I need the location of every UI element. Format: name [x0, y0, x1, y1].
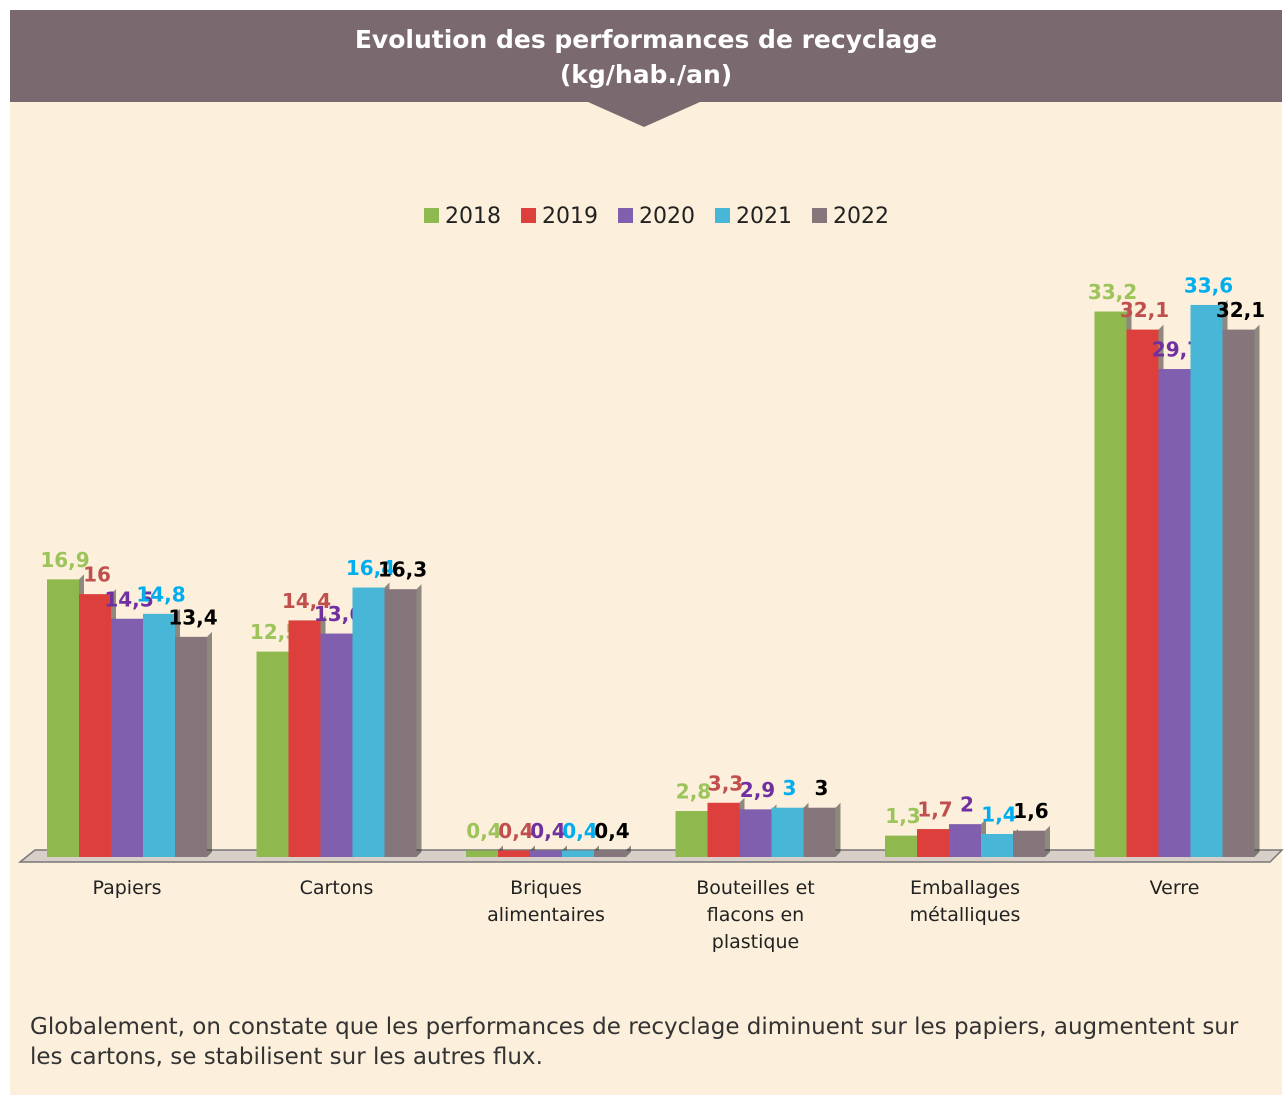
legend-label: 2021 [736, 204, 792, 229]
bar [288, 620, 321, 857]
bar [175, 636, 207, 857]
value-label: 2,8 [676, 779, 711, 803]
bar [1126, 329, 1159, 857]
legend-swatch [715, 208, 730, 223]
value-label: 3 [815, 776, 829, 800]
bar [885, 835, 917, 857]
bar [530, 850, 562, 857]
bar [1013, 830, 1045, 857]
value-label: 16 [83, 563, 111, 587]
bar [707, 802, 740, 857]
background [10, 10, 1282, 1095]
bar [498, 850, 530, 857]
value-label: 1,6 [1013, 799, 1048, 823]
bar-side [1045, 825, 1050, 857]
x-tick-label: Verre [1149, 877, 1200, 899]
legend-swatch [812, 208, 827, 223]
value-label: 13,4 [168, 605, 217, 629]
bar [1094, 311, 1127, 857]
bar [79, 594, 111, 857]
bar [384, 589, 417, 857]
bar [803, 807, 836, 857]
value-label: 0,4 [498, 819, 533, 843]
value-label: 0,4 [530, 819, 565, 843]
value-label: 32,1 [1216, 298, 1265, 322]
bar [981, 833, 1013, 857]
chart-subtitle: (kg/hab./an) [560, 60, 732, 89]
bar [352, 587, 385, 857]
bar [466, 850, 498, 857]
bar [256, 651, 289, 857]
value-label: 3 [783, 776, 797, 800]
bar [320, 633, 353, 857]
value-label: 14,4 [282, 589, 331, 613]
bar [47, 579, 79, 857]
legend-swatch [424, 208, 439, 223]
value-label: 3,3 [708, 771, 743, 795]
bar [111, 618, 143, 857]
value-label: 2,9 [740, 778, 775, 802]
value-label: 0,4 [562, 819, 597, 843]
value-label: 16,3 [378, 558, 427, 582]
bar-side [416, 584, 422, 857]
value-label: 16,9 [40, 548, 89, 572]
value-label: 14,5 [104, 587, 153, 611]
footnote: Globalement, on constate que les perform… [30, 1014, 1239, 1070]
bar-side [835, 802, 841, 857]
header-band [10, 10, 1282, 127]
bar [675, 810, 708, 857]
bar [143, 613, 175, 857]
bar [771, 807, 804, 857]
legend-label: 2020 [639, 204, 695, 229]
bar [1158, 369, 1191, 857]
bar [949, 824, 981, 857]
value-label: 1,3 [885, 804, 920, 828]
legend-swatch [618, 208, 633, 223]
x-tick-label: Briques alimentaires [487, 877, 605, 926]
x-tick-label: Emballages métalliques [909, 877, 1021, 926]
value-label: 0,4 [466, 819, 501, 843]
bar-side [626, 845, 631, 857]
legend-swatch [521, 208, 536, 223]
legend-label: 2018 [445, 204, 501, 229]
value-label: 2 [960, 793, 974, 817]
bar [1190, 304, 1223, 857]
value-label: 0,4 [594, 819, 629, 843]
value-label: 1,7 [917, 798, 952, 822]
bar-side [1254, 324, 1260, 857]
chart-title: Evolution des performances de recyclage [355, 25, 937, 54]
value-label: 32,1 [1120, 298, 1169, 322]
bar [594, 850, 626, 857]
bar [562, 850, 594, 857]
legend-label: 2019 [542, 204, 598, 229]
value-label: 33,6 [1184, 273, 1233, 297]
bar-side [207, 631, 212, 857]
x-tick-label: Cartons [299, 877, 374, 899]
value-label: 33,2 [1088, 280, 1137, 304]
value-label: 1,4 [981, 802, 1016, 826]
legend-label: 2022 [833, 204, 889, 229]
bar [917, 829, 949, 857]
bar [739, 809, 772, 857]
x-tick-label: Papiers [92, 877, 162, 899]
value-label: 14,8 [136, 582, 185, 606]
value-label: 16,4 [346, 556, 395, 580]
x-tick-label: Bouteilles et flacons en plastique [696, 877, 815, 953]
bar [1222, 329, 1255, 857]
